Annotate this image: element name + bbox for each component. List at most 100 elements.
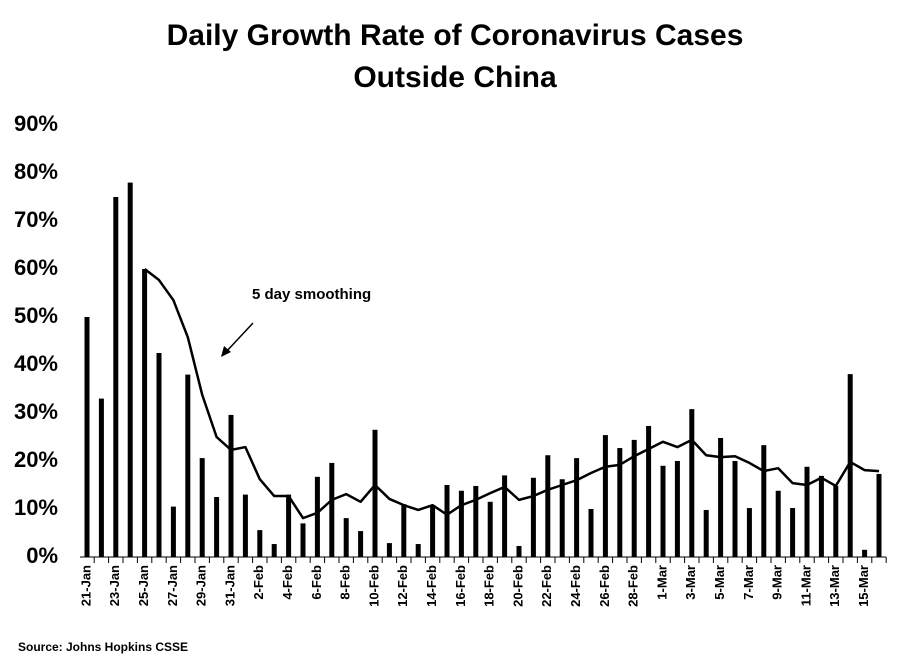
bar xyxy=(257,530,263,557)
bar xyxy=(718,437,724,557)
bar xyxy=(833,485,839,557)
bar xyxy=(516,545,522,557)
x-tick-label: 20-Feb xyxy=(510,565,525,607)
x-tick-label: 22-Feb xyxy=(539,565,554,607)
annotation-arrow xyxy=(224,322,254,354)
bar xyxy=(300,523,306,557)
bar xyxy=(559,479,565,557)
x-tick-label: 14-Feb xyxy=(424,565,439,607)
bar xyxy=(142,269,148,557)
bar xyxy=(156,353,162,557)
bar xyxy=(602,435,608,557)
bar xyxy=(286,494,292,557)
bar xyxy=(271,544,277,557)
bar xyxy=(790,508,796,557)
bar xyxy=(674,461,680,557)
y-tick-label: 70% xyxy=(14,207,58,232)
bar xyxy=(545,455,551,557)
bar xyxy=(588,509,594,557)
chart-title: Outside China xyxy=(353,61,557,94)
chart-title: Daily Growth Rate of Coronavirus Cases xyxy=(167,19,744,52)
bar xyxy=(804,466,810,557)
y-tick-label: 60% xyxy=(14,255,58,280)
bar xyxy=(185,374,191,557)
bar xyxy=(415,544,421,557)
bar xyxy=(646,425,652,557)
x-tick-label: 29-Jan xyxy=(194,565,209,606)
y-tick-label: 20% xyxy=(14,447,58,472)
bar xyxy=(401,504,407,557)
x-tick-label: 4-Feb xyxy=(280,565,295,600)
bar xyxy=(818,475,824,557)
x-tick-label: 21-Jan xyxy=(78,565,93,606)
x-tick-label: 10-Feb xyxy=(366,565,381,607)
bar xyxy=(314,476,320,557)
bar xyxy=(358,531,364,557)
bar xyxy=(214,497,220,557)
bar xyxy=(862,549,868,557)
bar xyxy=(444,485,450,557)
bar xyxy=(242,494,248,557)
bar xyxy=(689,409,695,557)
bar xyxy=(98,398,104,557)
bar xyxy=(199,458,205,557)
bar xyxy=(746,508,752,557)
bar xyxy=(473,485,479,557)
bar xyxy=(530,477,536,557)
bar xyxy=(631,439,637,557)
bar xyxy=(703,509,709,557)
y-tick-label: 0% xyxy=(26,543,58,568)
bar xyxy=(847,374,853,557)
smoothing-line xyxy=(143,268,880,520)
bar xyxy=(170,506,176,557)
x-tick-label: 15-Mar xyxy=(856,565,871,607)
x-tick-label: 26-Feb xyxy=(597,565,612,607)
x-tick-label: 27-Jan xyxy=(165,565,180,606)
bar xyxy=(430,505,436,557)
bar xyxy=(574,458,580,557)
x-tick-label: 6-Feb xyxy=(309,565,324,600)
x-tick-label: 7-Mar xyxy=(741,565,756,600)
bar xyxy=(372,429,378,557)
bar xyxy=(775,490,781,557)
x-tick-label: 1-Mar xyxy=(654,565,669,600)
bar xyxy=(113,197,119,557)
bar xyxy=(329,462,335,557)
x-tick-label: 16-Feb xyxy=(453,565,468,607)
bar xyxy=(487,501,493,557)
x-tick-label: 13-Mar xyxy=(827,565,842,607)
x-tick-label: 12-Feb xyxy=(395,565,410,607)
bar xyxy=(660,465,666,557)
y-tick-label: 30% xyxy=(14,399,58,424)
x-tick-label: 5-Mar xyxy=(712,565,727,600)
x-tick-label: 25-Jan xyxy=(136,565,151,606)
x-tick-label: 11-Mar xyxy=(798,565,813,606)
bar xyxy=(386,543,392,557)
bar xyxy=(458,490,464,557)
source: Source: Johns Hopkins CSSE xyxy=(18,640,188,654)
x-tick-label: 3-Mar xyxy=(683,565,698,600)
y-tick-label: 90% xyxy=(14,111,58,136)
bar xyxy=(761,445,767,557)
y-tick-label: 50% xyxy=(14,303,58,328)
bar xyxy=(876,473,882,557)
y-tick-label: 10% xyxy=(14,495,58,520)
x-tick-label: 23-Jan xyxy=(107,565,122,606)
bar xyxy=(343,518,349,557)
x-tick-label: 8-Feb xyxy=(338,565,353,600)
bar xyxy=(84,317,90,557)
bar xyxy=(127,182,133,557)
bar xyxy=(617,448,623,557)
y-tick-label: 80% xyxy=(14,159,58,184)
x-tick-label: 9-Mar xyxy=(770,565,785,600)
x-tick-label: 2-Feb xyxy=(251,565,266,600)
bar xyxy=(228,414,234,557)
bar xyxy=(732,461,738,557)
arrow-head xyxy=(221,346,231,357)
annotation: 5 day smoothing xyxy=(252,286,371,303)
x-tick-label: 31-Jan xyxy=(222,565,237,606)
x-tick-label: 24-Feb xyxy=(568,565,583,607)
bar xyxy=(502,475,508,557)
x-tick-label: 18-Feb xyxy=(482,565,497,607)
